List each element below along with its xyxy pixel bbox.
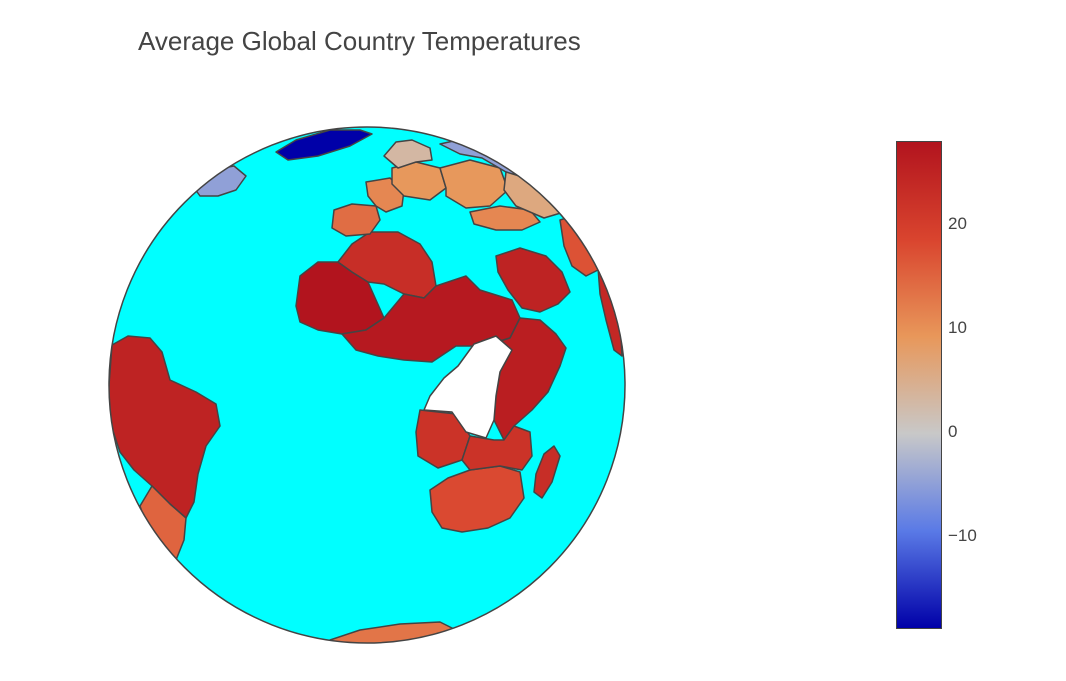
- region-nigeria[interactable]: [341, 275, 521, 363]
- region-drc-nodata[interactable]: [423, 335, 513, 439]
- region-spain[interactable]: [331, 203, 381, 237]
- region-greenland[interactable]: [275, 129, 373, 161]
- region-sweden[interactable]: [383, 139, 433, 169]
- region-turkey[interactable]: [469, 205, 541, 231]
- globe-outline: [108, 126, 626, 644]
- colorbar-tick-label: 10: [948, 317, 967, 337]
- region-mali[interactable]: [295, 261, 385, 335]
- region-germany[interactable]: [391, 161, 447, 201]
- region-madagascar[interactable]: [533, 445, 561, 499]
- chart-title: Average Global Country Temperatures: [138, 26, 581, 56]
- region-saudi-arabia[interactable]: [495, 247, 571, 313]
- region-brazil[interactable]: [108, 335, 221, 519]
- colorbar-tick-label: 0: [948, 421, 958, 441]
- region-easterneurope[interactable]: [439, 159, 509, 209]
- region-south-africa[interactable]: [429, 465, 525, 533]
- colorbar: [896, 141, 942, 629]
- colorbar-tick-label: −10: [948, 525, 977, 545]
- colorbar-tick-label: 20: [948, 214, 967, 234]
